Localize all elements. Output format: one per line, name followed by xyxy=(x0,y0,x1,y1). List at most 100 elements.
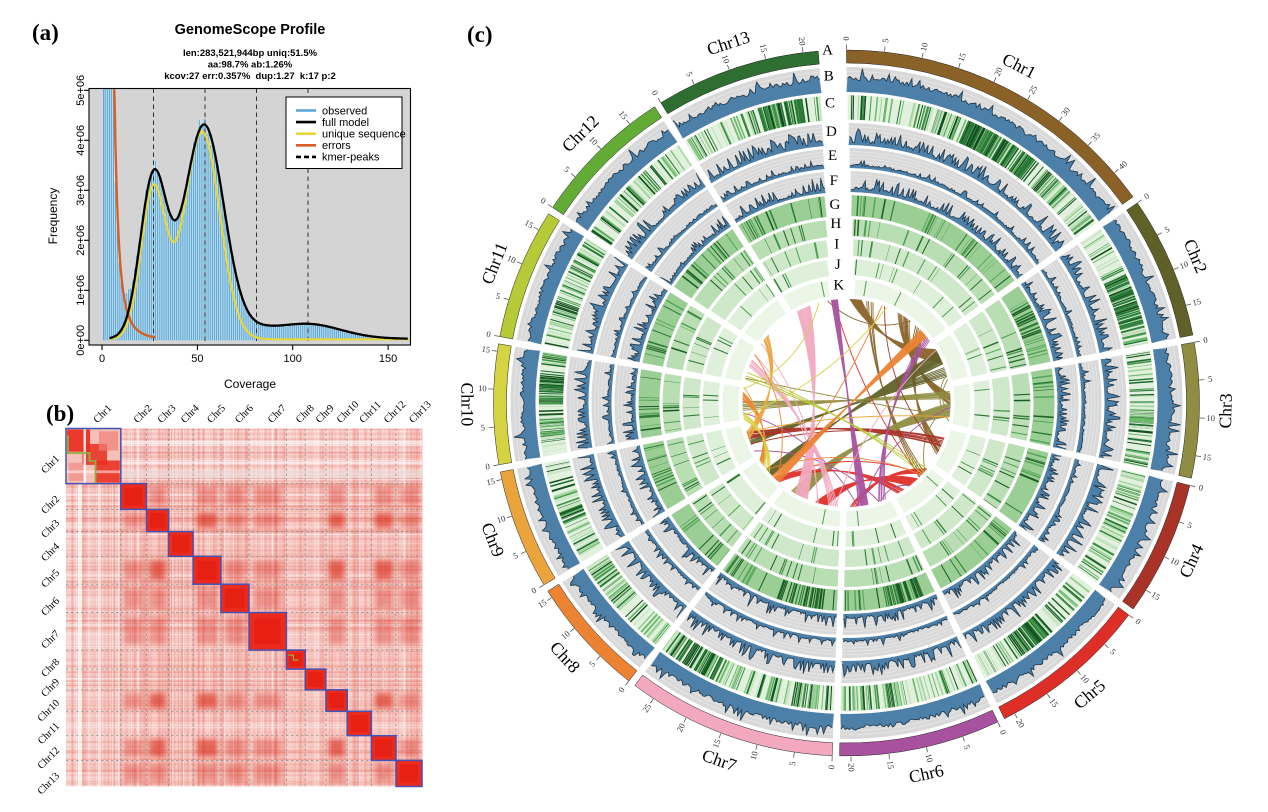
svg-text:10: 10 xyxy=(478,383,487,393)
svg-text:(c): (c) xyxy=(467,22,493,47)
svg-text:0e+00: 0e+00 xyxy=(75,325,87,356)
svg-text:10: 10 xyxy=(918,42,930,52)
svg-text:Chr7: Chr7 xyxy=(700,745,740,776)
svg-text:Frequency: Frequency xyxy=(46,188,60,245)
svg-text:0: 0 xyxy=(486,329,492,340)
svg-text:5: 5 xyxy=(684,70,695,78)
svg-text:0: 0 xyxy=(1142,191,1151,202)
svg-text:20: 20 xyxy=(1014,717,1027,729)
svg-text:Chr10: Chr10 xyxy=(457,382,477,426)
svg-text:15: 15 xyxy=(1202,451,1212,462)
svg-text:0: 0 xyxy=(650,88,661,97)
svg-text:0: 0 xyxy=(529,585,538,596)
svg-text:Coverage: Coverage xyxy=(224,377,276,391)
svg-text:25: 25 xyxy=(1026,84,1039,96)
svg-text:10: 10 xyxy=(1169,555,1181,568)
svg-text:Chr13: Chr13 xyxy=(36,771,62,797)
svg-text:15: 15 xyxy=(956,52,968,63)
svg-text:Chr8: Chr8 xyxy=(294,403,317,426)
svg-text:0: 0 xyxy=(1203,335,1209,346)
svg-text:0: 0 xyxy=(1198,482,1204,493)
svg-text:10: 10 xyxy=(1178,259,1190,271)
svg-text:full model: full model xyxy=(322,117,369,129)
svg-text:E: E xyxy=(828,148,837,164)
svg-text:Chr2: Chr2 xyxy=(39,494,62,517)
svg-text:15: 15 xyxy=(758,43,770,54)
svg-text:Chr1: Chr1 xyxy=(39,453,62,476)
svg-text:0: 0 xyxy=(826,765,836,770)
svg-text:5e+06: 5e+06 xyxy=(75,75,87,106)
svg-text:10: 10 xyxy=(1206,413,1215,423)
svg-text:Chr4: Chr4 xyxy=(1175,540,1208,580)
svg-text:F: F xyxy=(830,173,838,189)
svg-text:0: 0 xyxy=(998,728,1009,736)
svg-text:Chr6: Chr6 xyxy=(233,403,256,426)
svg-text:Chr11: Chr11 xyxy=(477,239,511,286)
svg-text:kcov:27 err:0.357% dup:1.27: kcov:27 err:0.357% dup:1.27 k:17 p:2 xyxy=(164,71,336,82)
svg-text:15: 15 xyxy=(481,344,491,355)
svg-text:Chr4: Chr4 xyxy=(179,402,202,425)
svg-text:Chr7: Chr7 xyxy=(39,629,62,652)
svg-text:20: 20 xyxy=(847,763,857,772)
svg-text:Chr6: Chr6 xyxy=(907,760,946,787)
svg-text:B: B xyxy=(824,69,834,85)
svg-text:15: 15 xyxy=(485,476,495,488)
svg-text:5: 5 xyxy=(1186,520,1193,531)
svg-text:0: 0 xyxy=(841,36,851,40)
svg-text:5: 5 xyxy=(962,743,973,750)
svg-text:A: A xyxy=(822,43,833,59)
svg-text:I: I xyxy=(834,237,839,253)
svg-text:aa:98.7% ab:1.26%: aa:98.7% ab:1.26% xyxy=(208,60,293,71)
svg-text:10: 10 xyxy=(720,53,732,64)
svg-text:10: 10 xyxy=(495,513,506,525)
svg-text:Chr9: Chr9 xyxy=(39,677,62,700)
svg-text:observed: observed xyxy=(322,105,367,117)
svg-text:15: 15 xyxy=(1047,696,1060,709)
svg-text:Chr11: Chr11 xyxy=(358,400,384,426)
svg-text:0: 0 xyxy=(539,195,548,206)
svg-text:10: 10 xyxy=(506,253,518,266)
svg-text:Chr10: Chr10 xyxy=(335,399,361,425)
svg-text:Chr8: Chr8 xyxy=(546,637,584,677)
svg-text:Chr1: Chr1 xyxy=(999,49,1039,83)
svg-text:Chr3: Chr3 xyxy=(39,518,62,541)
svg-text:50: 50 xyxy=(191,353,203,365)
svg-text:0: 0 xyxy=(485,461,491,472)
svg-text:20: 20 xyxy=(797,36,808,46)
svg-text:5: 5 xyxy=(587,659,597,669)
svg-text:15: 15 xyxy=(617,108,630,121)
svg-text:5: 5 xyxy=(480,422,485,432)
svg-text:Chr1: Chr1 xyxy=(92,403,115,426)
svg-text:Chr12: Chr12 xyxy=(558,111,603,156)
svg-text:10: 10 xyxy=(924,753,936,764)
svg-text:G: G xyxy=(829,197,840,213)
svg-text:D: D xyxy=(826,124,837,140)
svg-text:kmer-peaks: kmer-peaks xyxy=(322,152,380,164)
svg-text:Chr13: Chr13 xyxy=(407,399,433,425)
svg-text:Chr3: Chr3 xyxy=(156,403,179,426)
svg-text:J: J xyxy=(835,257,841,273)
svg-text:0: 0 xyxy=(616,685,626,695)
svg-text:3e+06: 3e+06 xyxy=(75,175,87,206)
svg-text:unique sequence: unique sequence xyxy=(322,129,406,141)
svg-text:Chr8: Chr8 xyxy=(39,657,62,680)
svg-text:Chr2: Chr2 xyxy=(132,403,155,426)
svg-text:20: 20 xyxy=(992,66,1005,78)
svg-text:Chr5: Chr5 xyxy=(1069,675,1109,713)
svg-text:len:283,521,944bp uniq:51.5%: len:283,521,944bp uniq:51.5% xyxy=(183,48,318,59)
svg-text:Chr7: Chr7 xyxy=(266,403,289,426)
svg-text:15: 15 xyxy=(1150,589,1163,602)
svg-text:15: 15 xyxy=(536,597,549,610)
svg-text:5: 5 xyxy=(1108,646,1118,656)
svg-text:errors: errors xyxy=(322,140,351,152)
svg-text:H: H xyxy=(830,216,841,232)
svg-text:30: 30 xyxy=(1059,105,1072,118)
svg-text:Chr4: Chr4 xyxy=(39,541,62,564)
svg-text:25: 25 xyxy=(640,702,653,715)
svg-text:15: 15 xyxy=(885,760,896,770)
svg-text:20: 20 xyxy=(674,722,687,734)
svg-text:4e+06: 4e+06 xyxy=(75,125,87,156)
svg-text:5: 5 xyxy=(880,38,890,43)
svg-text:Chr10: Chr10 xyxy=(36,698,62,724)
svg-text:150: 150 xyxy=(379,353,397,365)
